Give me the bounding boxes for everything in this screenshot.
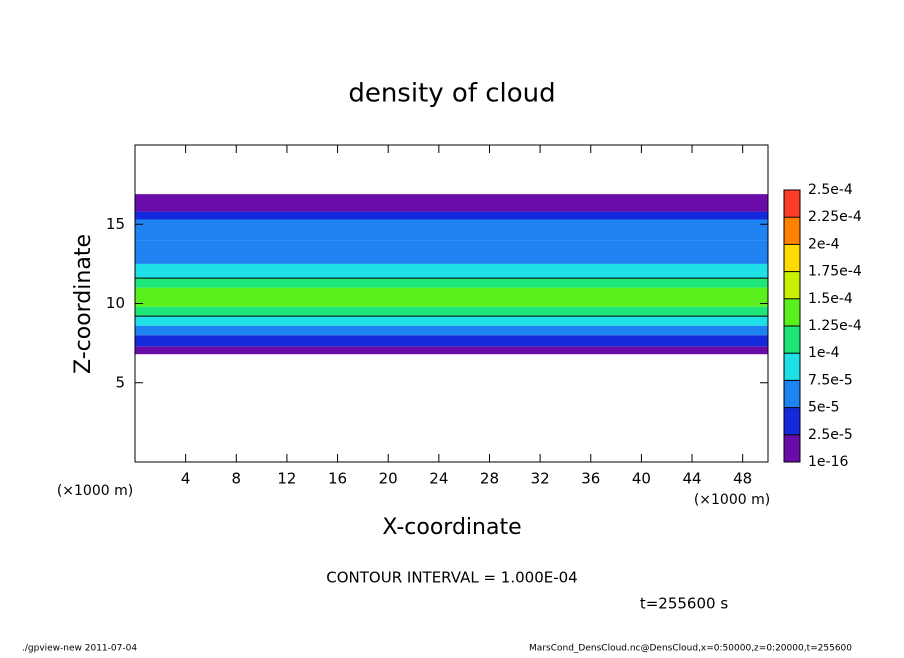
x-tick-label: 4 xyxy=(181,470,191,488)
colorbar-label: 7.5e-5 xyxy=(808,372,853,388)
colorbar-segment xyxy=(784,271,800,299)
colorbar-label: 2.5e-4 xyxy=(808,182,853,198)
y-tick-label: 10 xyxy=(106,294,125,312)
colorbar-label: 1.75e-4 xyxy=(808,264,862,280)
footer-left: ./gpview-new 2011-07-04 xyxy=(22,644,137,654)
x-tick-label: 28 xyxy=(480,470,499,488)
density-band xyxy=(135,240,768,264)
density-band xyxy=(135,263,768,279)
colorbar-segment xyxy=(784,217,800,245)
colorbar-label: 1.5e-4 xyxy=(808,291,853,307)
y-tick-label: 15 xyxy=(106,215,125,233)
x-tick-label: 40 xyxy=(632,470,651,488)
density-band xyxy=(135,211,768,220)
colorbar-label: 2.25e-4 xyxy=(808,209,862,225)
colorbar-segment xyxy=(784,353,800,381)
colorbar-label: 1e-16 xyxy=(808,454,848,470)
x-tick-label: 48 xyxy=(733,470,752,488)
colorbar-segment xyxy=(784,434,800,462)
density-band xyxy=(135,306,768,317)
x-tick-label: 8 xyxy=(232,470,242,488)
colorbar-label: 1.25e-4 xyxy=(808,318,862,334)
density-band xyxy=(135,287,768,307)
density-band xyxy=(135,194,768,212)
colorbar-segment xyxy=(784,380,800,408)
colorbar-segment xyxy=(784,190,800,218)
colorbar-segment xyxy=(784,326,800,354)
colorbar-label: 1e-4 xyxy=(808,345,840,361)
density-band xyxy=(135,335,768,347)
density-band xyxy=(135,316,768,326)
time-label: t=255600 s xyxy=(640,595,728,613)
colorbar-label: 2e-4 xyxy=(808,236,840,252)
chart-title: density of cloud xyxy=(348,79,555,109)
x-axis-label: X-coordinate xyxy=(382,515,521,540)
x-tick-label: 12 xyxy=(277,470,296,488)
x-tick-label: 20 xyxy=(379,470,398,488)
x-tick-label: 24 xyxy=(429,470,448,488)
y-unit: (×1000 m) xyxy=(57,483,133,499)
x-tick-label: 36 xyxy=(581,470,600,488)
footer-right: MarsCond_DensCloud.nc@DensCloud,x=0:5000… xyxy=(529,644,852,654)
colorbar-label: 5e-5 xyxy=(808,400,839,416)
density-band xyxy=(135,346,768,355)
density-band xyxy=(135,325,768,336)
density-band xyxy=(135,219,768,241)
x-unit: (×1000 m) xyxy=(694,492,770,508)
contour-interval: CONTOUR INTERVAL = 1.000E-04 xyxy=(326,569,577,587)
y-axis-label: Z-coordinate xyxy=(71,234,96,374)
colorbar-label: 2.5e-5 xyxy=(808,427,853,443)
x-tick-label: 44 xyxy=(682,470,701,488)
colorbar-segment xyxy=(784,407,800,435)
x-tick-label: 16 xyxy=(328,470,347,488)
density-band xyxy=(135,278,768,288)
x-tick-label: 32 xyxy=(531,470,550,488)
colorbar-segment xyxy=(784,298,800,326)
y-tick-label: 5 xyxy=(115,373,125,391)
colorbar-segment xyxy=(784,244,800,272)
